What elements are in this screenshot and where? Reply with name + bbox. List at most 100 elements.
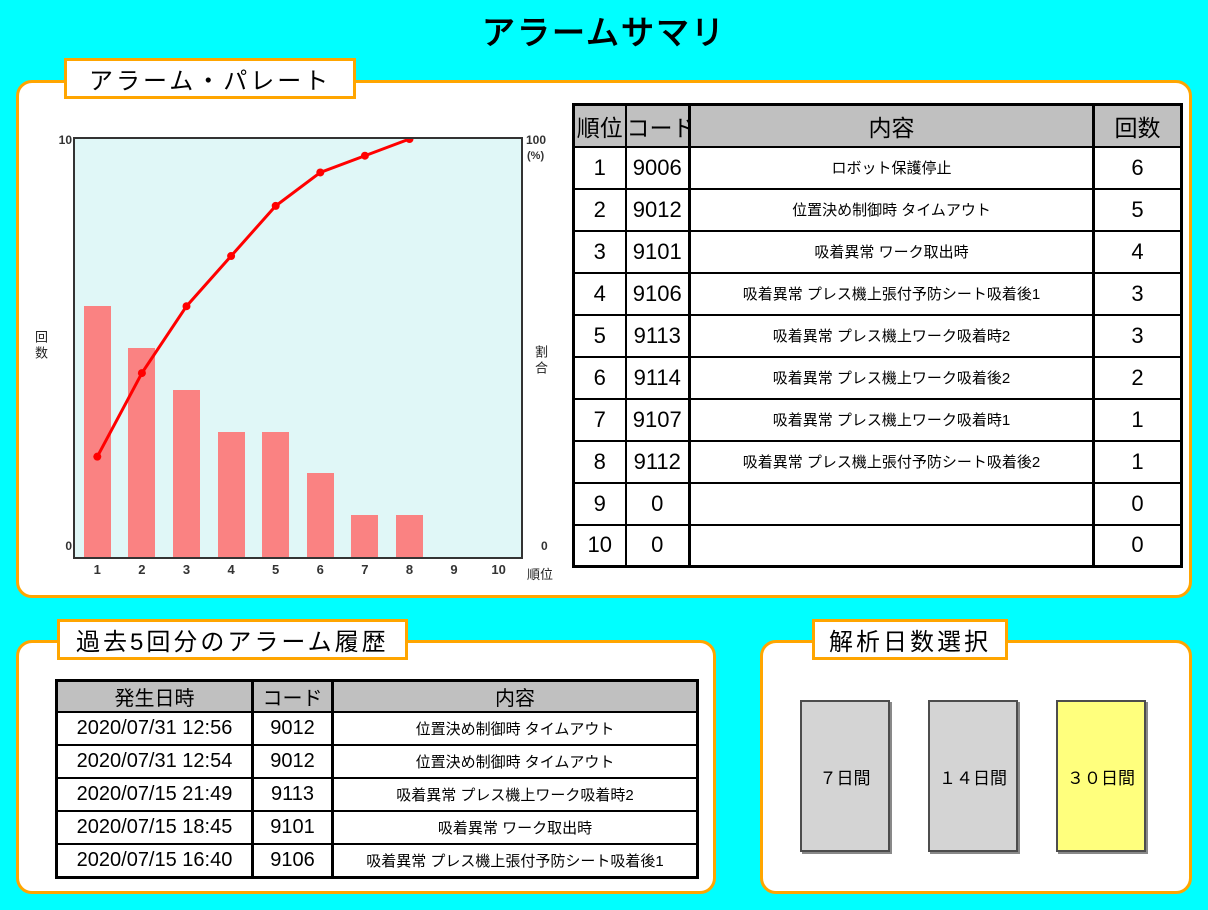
table-cell: 吸着異常 ワーク取出時 [331, 810, 699, 845]
pareto-bar [83, 306, 111, 557]
table-row: 2020/07/31 12:56 9012 位置決め制御時 タイムアウト [55, 711, 699, 746]
col-header-content: 内容 [688, 103, 1095, 148]
table-cell: 2020/07/31 12:56 [55, 711, 254, 746]
table-cell: 吸着異常 プレス機上ワーク吸着時1 [688, 397, 1095, 442]
table-cell: 10 [572, 523, 627, 568]
table-cell: 1 [1092, 439, 1183, 484]
table-cell: 2020/07/15 16:40 [55, 843, 254, 878]
table-header-row: 発生日時 コード 内容 [55, 679, 699, 713]
table-cell [688, 523, 1095, 568]
table-row: 2020/07/15 21:49 9113 吸着異常 プレス機上ワーク吸着時2 [55, 777, 699, 812]
table-cell: 2020/07/31 12:54 [55, 744, 254, 779]
table-cell [688, 481, 1095, 526]
table-cell: 4 [1092, 229, 1183, 274]
right-axis-min-label: 0 [541, 539, 548, 553]
alarm-history-table: 発生日時 コード 内容 2020/07/31 12:56 9012 位置決め制御時 … [55, 679, 699, 879]
right-axis-max-label: 100 [526, 133, 547, 147]
table-cell: 3 [1092, 313, 1183, 358]
table-cell: 9112 [624, 439, 691, 484]
table-row: 1 9006 ロボット保護停止 6 [572, 145, 1183, 190]
pareto-bar [173, 389, 200, 557]
x-tick-label: 8 [405, 562, 414, 577]
table-cell: 3 [572, 229, 627, 274]
table-cell: 6 [1092, 145, 1183, 190]
table-row: 2020/07/31 12:54 9012 位置決め制御時 タイムアウト [55, 744, 699, 779]
col-header-content: 内容 [331, 679, 699, 713]
table-cell: 6 [572, 355, 627, 400]
day-button-7[interactable]: ７日間 [800, 700, 890, 852]
table-cell: 吸着異常 ワーク取出時 [688, 229, 1095, 274]
table-cell: 2020/07/15 21:49 [55, 777, 254, 812]
history-panel: 発生日時 コード 内容 2020/07/31 12:56 9012 位置決め制御時 … [16, 640, 716, 894]
table-cell: 位置決め制御時 タイムアウト [331, 711, 699, 746]
table-cell: 0 [624, 523, 691, 568]
table-row: 2020/07/15 16:40 9106 吸着異常 プレス機上張付予防シート吸着後… [55, 843, 699, 878]
x-tick-label: 6 [316, 562, 324, 577]
table-cell: 位置決め制御時 タイムアウト [688, 187, 1095, 232]
table-cell: ロボット保護停止 [688, 145, 1095, 190]
table-header-row: 順位 コード 内容 回数 [572, 103, 1183, 148]
day-button-14[interactable]: １４日間 [928, 700, 1018, 852]
table-cell: 9106 [624, 271, 691, 316]
table-cell: 吸着異常 プレス機上ワーク吸着時2 [688, 313, 1095, 358]
pareto-plot [73, 137, 523, 559]
table-cell: 9012 [251, 711, 334, 746]
pareto-panel-title: アラーム・パレート [64, 58, 357, 99]
table-cell: 9101 [624, 229, 691, 274]
x-tick-label: 2 [138, 562, 146, 577]
table-cell: 2 [572, 187, 627, 232]
x-ticks: 1 2 3 4 5 6 7 8 9 10 [75, 562, 521, 577]
table-cell: 0 [1092, 481, 1183, 526]
table-cell: 吸着異常 プレス機上張付予防シート吸着後2 [688, 439, 1095, 484]
table-cell: 1 [1092, 397, 1183, 442]
table-row: 4 9106 吸着異常 プレス機上張付予防シート吸着後1 3 [572, 271, 1183, 316]
table-cell: 9006 [624, 145, 691, 190]
table-cell: 5 [1092, 187, 1183, 232]
table-cell: 9 [572, 481, 627, 526]
pareto-bar [128, 348, 156, 557]
table-cell: 吸着異常 プレス機上ワーク吸着時2 [331, 777, 699, 812]
x-tick-label: 10 [491, 562, 506, 577]
table-cell: 9113 [251, 777, 334, 812]
pareto-bar [396, 515, 423, 557]
table-cell: 9113 [624, 313, 691, 358]
table-cell: 9106 [251, 843, 334, 878]
col-header-code: コード [624, 103, 691, 148]
day-buttons: ７日間 １４日間 ３０日間 [800, 700, 1146, 852]
x-axis-title: 順位 [527, 567, 554, 582]
col-header-code: コード [251, 679, 334, 713]
x-tick-label: 7 [361, 562, 369, 577]
left-axis-max-label: 10 [58, 133, 72, 147]
history-panel-title: 過去5回分のアラーム履歴 [57, 619, 408, 660]
table-cell: 9012 [624, 187, 691, 232]
table-cell: 8 [572, 439, 627, 484]
table-cell: 0 [624, 481, 691, 526]
pareto-bar [217, 431, 245, 557]
col-header-count: 回数 [1092, 103, 1183, 148]
table-cell: 1 [572, 145, 627, 190]
day-button-30[interactable]: ３０日間 [1056, 700, 1146, 852]
page-title: アラームサマリ [481, 14, 726, 51]
pareto-cumulative-line [93, 139, 414, 461]
table-cell: 2020/07/15 18:45 [55, 810, 254, 845]
table-cell: 9114 [624, 355, 691, 400]
x-tick-label: 5 [272, 562, 280, 577]
table-cell: 9107 [624, 397, 691, 442]
table-cell: 吸着異常 プレス機上ワーク吸着後2 [688, 355, 1095, 400]
table-cell: 位置決め制御時 タイムアウト [331, 744, 699, 779]
table-cell: 5 [572, 313, 627, 358]
x-tick-label: 1 [93, 562, 101, 577]
x-tick-label: 9 [450, 562, 458, 577]
alarm-rank-table: 順位 コード 内容 回数 1 9006 ロボット保護停止 6 2 9012 位置決め制御時 … [572, 103, 1183, 568]
days-panel-title: 解析日数選択 [812, 619, 1008, 660]
table-cell: 4 [572, 271, 627, 316]
pareto-bar [262, 431, 290, 557]
table-cell: 吸着異常 プレス機上張付予防シート吸着後1 [331, 843, 699, 878]
table-row: 5 9113 吸着異常 プレス機上ワーク吸着時2 3 [572, 313, 1183, 358]
table-row: 3 9101 吸着異常 ワーク取出時 4 [572, 229, 1183, 274]
table-row: 2 9012 位置決め制御時 タイムアウト 5 [572, 187, 1183, 232]
table-cell: 9101 [251, 810, 334, 845]
right-axis-unit: (%) [527, 150, 545, 162]
pareto-panel: 10 0 回数 100 (%) 0 割合 1 2 3 4 5 6 7 8 9 10 順位 順位 コ… [16, 80, 1192, 598]
left-axis-title: 回数 [33, 330, 48, 362]
